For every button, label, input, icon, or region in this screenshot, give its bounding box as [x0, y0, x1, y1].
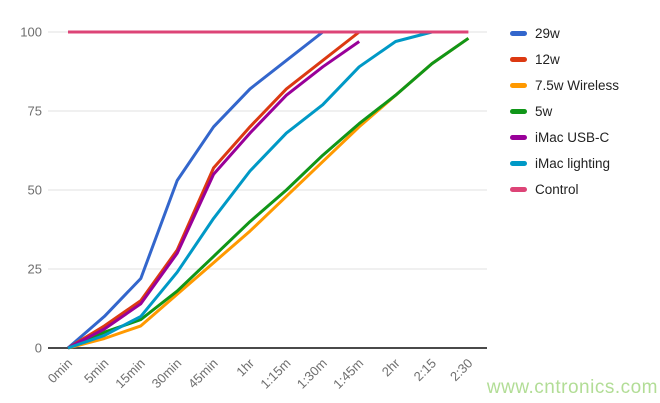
series-line-imac-lighting[interactable]: [67, 30, 433, 350]
legend: 29w 12w 7.5w Wireless 5w iMac USB-C iMac ligh…: [510, 20, 619, 202]
legend-item-12w[interactable]: 12w: [510, 46, 619, 72]
x-axis-label: 45min: [185, 356, 221, 392]
legend-swatch: [510, 82, 527, 88]
legend-swatch: [510, 134, 527, 140]
legend-label: iMac USB-C: [535, 129, 610, 145]
series-line-12w[interactable]: [67, 30, 361, 350]
x-axis-label: 30min: [149, 356, 185, 392]
legend-label: 12w: [535, 51, 560, 67]
y-axis-label: 50: [28, 183, 42, 198]
legend-swatch: [510, 186, 527, 192]
legend-label: iMac lighting: [535, 155, 611, 171]
series-line-imac-usb-c[interactable]: [67, 40, 361, 350]
series-line-29w[interactable]: [67, 30, 324, 350]
x-axis-label: 1:30m: [294, 356, 330, 392]
legend-item-7-5w-wireless[interactable]: 7.5w Wireless: [510, 72, 619, 98]
x-axis-label: 5min: [81, 356, 112, 387]
y-axis-label: 25: [28, 262, 42, 277]
legend-swatch: [510, 30, 527, 36]
legend-item-29w[interactable]: 29w: [510, 20, 619, 46]
legend-item-imac-usb-c[interactable]: iMac USB-C: [510, 124, 619, 150]
series-line-5w[interactable]: [67, 37, 470, 350]
watermark: www.cntronics.com: [486, 377, 658, 398]
y-axis-label: 0: [35, 341, 42, 356]
legend-label: 5w: [535, 103, 553, 119]
x-axis-label: 1:45m: [330, 356, 366, 392]
x-axis-label: 15min: [112, 356, 148, 392]
x-axis-label: 2hr: [379, 355, 403, 379]
legend-label: 29w: [535, 25, 560, 41]
legend-item-5w[interactable]: 5w: [510, 98, 619, 124]
legend-swatch: [510, 56, 527, 62]
legend-label: 7.5w Wireless: [535, 77, 620, 93]
legend-swatch: [510, 108, 527, 114]
legend-label: Control: [535, 181, 579, 197]
legend-item-control[interactable]: Control: [510, 176, 619, 202]
legend-swatch: [510, 160, 527, 166]
x-axis-label: 2:30: [447, 356, 476, 385]
x-axis-label: 1:15m: [257, 356, 293, 392]
legend-item-imac-lighting[interactable]: iMac lighting: [510, 150, 619, 176]
y-axis-label: 75: [28, 104, 42, 119]
x-axis-label: 0min: [45, 356, 76, 387]
y-axis-label: 100: [20, 25, 42, 40]
x-axis-label: 2:15: [411, 356, 440, 385]
x-axis-label: 1hr: [233, 355, 257, 379]
